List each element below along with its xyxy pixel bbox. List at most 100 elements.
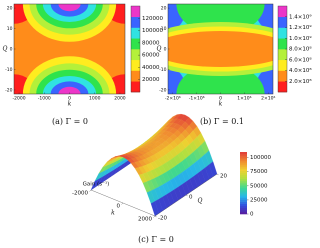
colorbar-tick-label: 0	[250, 212, 254, 218]
colorbar-band	[240, 203, 247, 207]
colorbar-band	[240, 174, 247, 178]
colorbar-band	[240, 164, 247, 167]
z-axis-label: Gain (s⁻¹)	[83, 181, 110, 188]
contour-map	[168, 4, 273, 94]
x-axis-label: k	[68, 101, 72, 108]
colorbar-band	[240, 180, 247, 184]
y-tick-label: -10	[5, 67, 12, 73]
colorbar-band	[240, 201, 247, 204]
x-tick-label: 0	[68, 96, 71, 102]
contour-region	[58, 86, 81, 94]
caption: (c) Γ = 0	[138, 235, 174, 244]
x-tick-label: 0	[117, 204, 121, 210]
colorbar-band	[240, 160, 247, 163]
y-tick-label: 10	[161, 26, 167, 32]
colorbar-band	[131, 27, 140, 39]
colorbar-band	[240, 193, 247, 196]
x-tick-label: -2000	[72, 191, 88, 197]
colorbar-tick-label: 1.4×10⁹	[289, 13, 312, 20]
x-tick	[121, 202, 124, 205]
colorbar-band	[240, 170, 247, 173]
colorbar-band	[240, 197, 247, 200]
x-tick-label: 2×10⁶	[261, 96, 275, 102]
y-tick-label: 0	[164, 47, 167, 53]
colorbar-band	[278, 16, 287, 28]
colorbar-band	[278, 38, 287, 50]
contour-region	[58, 4, 81, 12]
colorbar-band	[278, 6, 287, 18]
y-tick-label: -20	[158, 216, 167, 222]
y-tick-label: 20	[220, 174, 227, 180]
colorbar-tick-label: 8.0×10⁸	[289, 46, 312, 53]
colorbar-band	[131, 38, 140, 50]
colorbar-tick-label: 75000	[250, 169, 268, 175]
colorbar-tick-label: 25000	[250, 197, 268, 203]
colorbar-band	[240, 178, 247, 182]
x-tick-label: -1×10⁶	[189, 96, 205, 102]
colorbar-band	[240, 191, 247, 194]
colorbar-tick-label: 80000	[142, 40, 160, 46]
colorbar-band	[278, 27, 287, 39]
x-axis-label: k	[219, 101, 223, 108]
colorbar-band	[240, 168, 247, 171]
x-axis-label: k	[111, 210, 115, 217]
colorbar-band	[240, 207, 247, 211]
colorbar-band	[131, 6, 140, 18]
colorbar-band	[278, 59, 287, 71]
y-tick-label: 0	[189, 195, 193, 201]
x-tick-label: 1×10⁶	[237, 96, 251, 102]
colorbar-band	[240, 152, 247, 155]
colorbar-band	[240, 199, 247, 202]
x-tick-label: -2000	[13, 96, 26, 102]
colorbar-tick-label: 60000	[142, 53, 160, 59]
caption: (a) Γ = 0	[52, 117, 88, 126]
colorbar-band	[240, 176, 247, 180]
x-tick-label: 2000	[114, 96, 126, 102]
colorbar-tick-label: 100000	[142, 28, 163, 34]
colorbar-band	[240, 166, 247, 169]
y-tick-label: 0	[10, 47, 13, 53]
colorbar-frame	[130, 5, 141, 93]
x-tick-label: -2×10⁶	[165, 96, 181, 102]
colorbar-band	[240, 187, 247, 190]
colorbar-band	[240, 156, 247, 159]
colorbar-tick-label: 100000	[250, 155, 271, 161]
colorbar-band	[131, 49, 140, 61]
y-tick-label: 10	[7, 26, 13, 32]
colorbar-band	[240, 195, 247, 198]
colorbar-band	[240, 209, 247, 213]
colorbar-band	[131, 70, 140, 82]
y-tick-label: -20	[5, 87, 12, 93]
figure: -2000 -1000 0 1000 2000-20-1001020kQ20000400…	[3, 3, 312, 244]
contour-region	[168, 31, 273, 67]
colorbar-tick-label: 1.0×10⁹	[289, 35, 312, 42]
colorbar-band	[240, 189, 247, 192]
colorbar-band	[240, 211, 247, 215]
y-tick-label: -20	[159, 87, 166, 93]
y-axis-label: Q	[198, 198, 203, 205]
caption: (b) Γ = 0.1	[200, 117, 244, 126]
x-tick-label: -1000	[38, 96, 51, 102]
colorbar-band	[131, 59, 140, 71]
colorbar-band	[278, 81, 287, 93]
y-tick	[185, 194, 188, 197]
colorbar-tick-label: 20000	[142, 77, 160, 83]
colorbar-band	[240, 158, 247, 161]
colorbar-band	[278, 70, 287, 82]
y-tick-label: -10	[159, 67, 166, 73]
x-tick	[153, 215, 156, 218]
colorbar-band	[278, 49, 287, 61]
x-tick	[89, 189, 92, 192]
contour-map	[14, 4, 125, 94]
x-tick-label: 0	[219, 96, 222, 102]
colorbar-tick-label: 1.2×10⁹	[289, 24, 312, 31]
colorbar-band	[131, 81, 140, 93]
y-tick	[154, 215, 157, 218]
colorbar-tick-label: 4.0×10⁸	[289, 67, 312, 74]
x-tick-label: 1000	[89, 96, 101, 102]
colorbar-tick-label: 50000	[250, 183, 268, 189]
colorbar-band	[240, 172, 247, 176]
colorbar-band	[240, 185, 247, 188]
x-tick-label: 2000	[138, 217, 152, 223]
colorbar-tick-label: 120000	[142, 16, 163, 22]
